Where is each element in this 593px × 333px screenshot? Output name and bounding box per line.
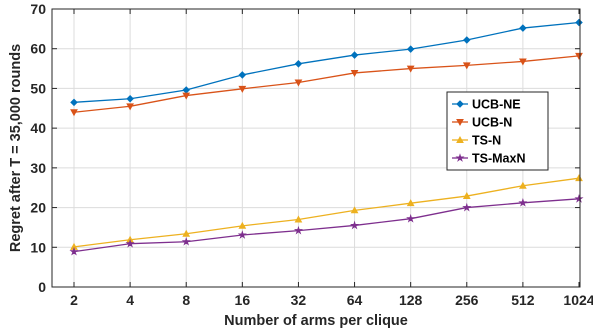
legend-marker-ucb-n xyxy=(456,119,464,127)
data-point-ts-n xyxy=(182,229,191,237)
plot-frame xyxy=(51,8,581,288)
x-tick-label: 256 xyxy=(455,292,479,308)
y-tick-label: 50 xyxy=(30,80,46,96)
data-point-ucb-ne xyxy=(294,60,303,68)
data-point-ucb-ne xyxy=(463,36,471,44)
data-point-ucb-n xyxy=(238,85,247,93)
data-point-ts-maxn xyxy=(406,213,416,223)
legend-label-ts-maxn: TS-MaxN xyxy=(472,152,525,166)
x-tick-label: 8 xyxy=(182,292,190,308)
legend-label-ucb-ne: UCB-NE xyxy=(472,98,521,112)
data-point-ts-maxn xyxy=(237,230,247,239)
data-point-ts-maxn xyxy=(574,194,584,203)
axis-ticks: 0 10 20 30 40 50 60 70 2 4 8 16 32 64 128 256 512 1024 xyxy=(30,1,593,308)
data-point-ucb-n xyxy=(406,65,415,73)
data-point-ts-maxn xyxy=(181,236,191,246)
series-line-ts-n xyxy=(73,177,580,248)
legend-label-ts-n: TS-N xyxy=(472,134,501,148)
y-tick-label: 30 xyxy=(30,160,46,176)
data-point-ucb-n xyxy=(519,58,527,66)
x-tick-label: 512 xyxy=(511,292,535,308)
data-point-ucb-ne xyxy=(126,94,134,103)
data-point-ts-maxn xyxy=(350,220,360,230)
x-tick-label: 16 xyxy=(235,292,251,308)
data-point-ucb-ne xyxy=(70,98,78,107)
y-tick-label: 40 xyxy=(30,120,46,136)
data-point-ts-maxn xyxy=(293,225,303,235)
data-point-ts-maxn xyxy=(518,198,528,207)
y-tick-label: 20 xyxy=(30,200,46,216)
legend: UCB-NE UCB-N TS-N TS-MaxN xyxy=(446,91,549,171)
data-point-ts-n xyxy=(519,181,527,189)
data-point-ts-n xyxy=(406,199,415,207)
legend-marker-ts-maxn xyxy=(455,153,465,162)
data-point-ucb-n xyxy=(126,103,134,111)
y-tick-label: 70 xyxy=(30,1,46,17)
x-tick-label: 4 xyxy=(126,292,134,308)
legend-marker-ts-n xyxy=(456,135,464,143)
y-axis-label: Regret after T = 35,000 rounds xyxy=(8,44,24,252)
series-group xyxy=(69,18,584,256)
x-tick-label: 1024 xyxy=(563,292,593,308)
x-tick-label: 64 xyxy=(347,292,363,308)
data-point-ts-n xyxy=(238,221,247,229)
series-line-ucb-n xyxy=(73,55,580,113)
data-point-ucb-ne xyxy=(406,45,415,53)
y-tick-label: 0 xyxy=(38,279,46,295)
data-point-ts-maxn xyxy=(125,238,135,248)
data-point-ucb-n xyxy=(294,79,303,87)
data-point-ucb-n xyxy=(182,92,191,100)
data-point-ucb-n xyxy=(462,62,471,70)
x-tick-label: 2 xyxy=(70,292,78,308)
data-point-ts-n xyxy=(294,215,303,223)
data-point-ts-maxn xyxy=(69,246,79,256)
series-line-ucb-ne xyxy=(73,21,580,103)
x-tick-label: 128 xyxy=(399,292,423,308)
legend-marker-ucb-ne xyxy=(456,100,464,108)
series-line-ts-maxn xyxy=(73,198,580,253)
legend-label-ucb-n: UCB-N xyxy=(472,116,512,130)
data-point-ts-n xyxy=(462,192,471,200)
data-point-ts-maxn xyxy=(462,202,472,212)
x-axis-label: Number of arms per clique xyxy=(224,313,408,329)
data-point-ts-n xyxy=(575,174,583,182)
data-point-ucb-n xyxy=(350,69,359,77)
y-tick-label: 10 xyxy=(30,239,46,255)
x-tick-label: 32 xyxy=(291,292,307,308)
data-point-ucb-ne xyxy=(519,24,527,32)
data-point-ucb-n xyxy=(70,109,78,117)
data-point-ts-n xyxy=(350,206,359,214)
data-point-ucb-ne xyxy=(350,51,359,59)
data-point-ucb-ne xyxy=(575,18,583,27)
y-tick-label: 60 xyxy=(30,41,46,57)
data-point-ucb-n xyxy=(575,52,583,60)
data-point-ucb-ne xyxy=(238,71,247,79)
